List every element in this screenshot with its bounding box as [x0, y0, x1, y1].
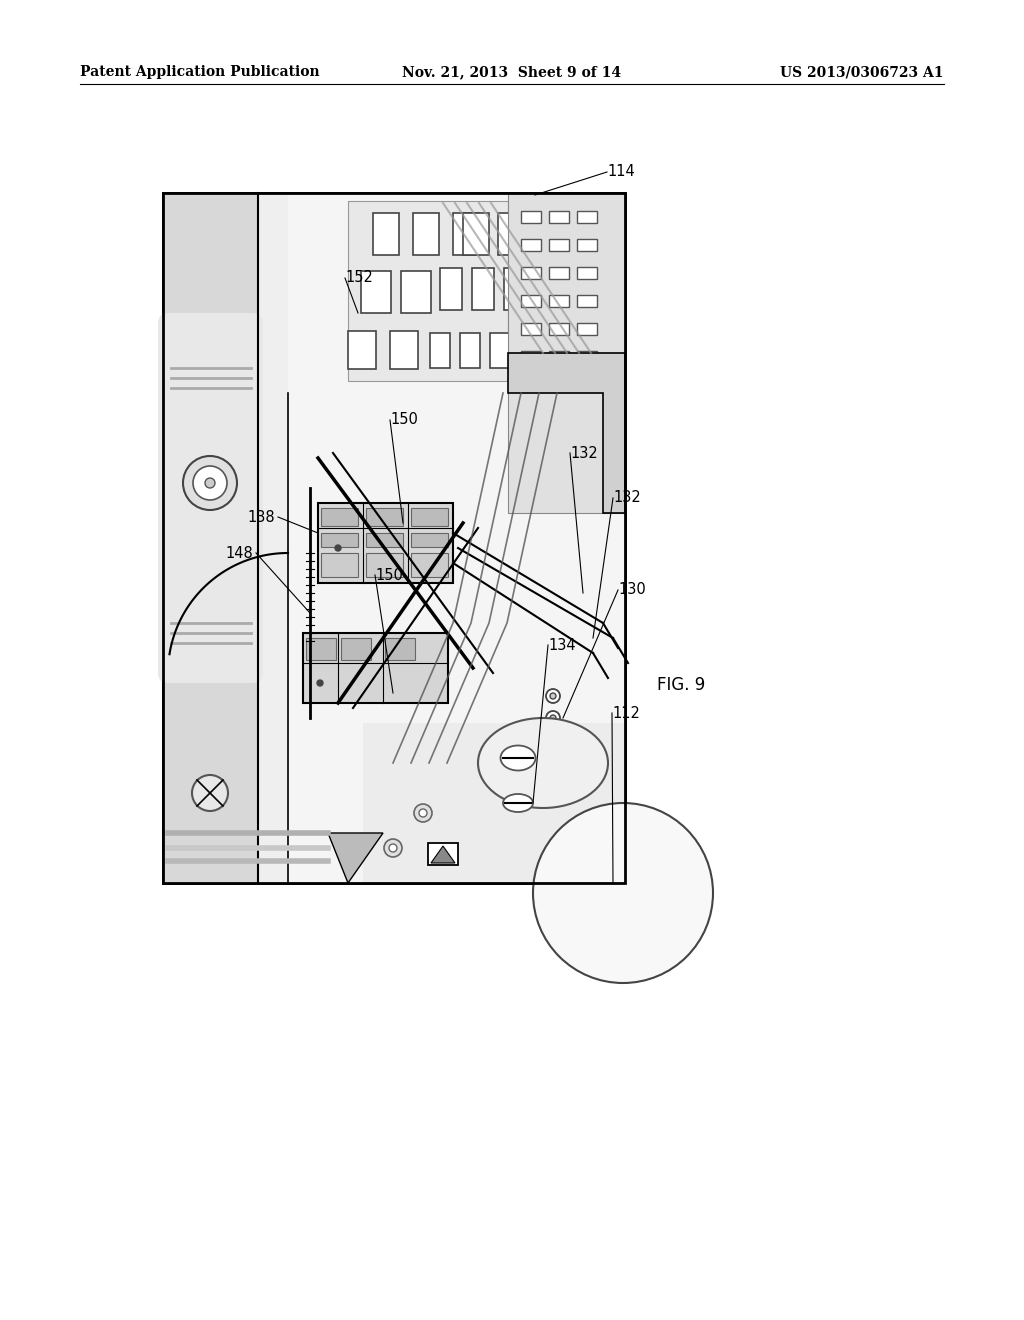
Text: 134: 134 [548, 638, 575, 652]
Bar [508, 193, 625, 513]
Text: FIG. 9: FIG. 9 [657, 676, 706, 694]
Polygon shape [431, 846, 455, 863]
Bar [549, 294, 569, 308]
Circle shape [534, 803, 713, 983]
Bar [440, 268, 462, 310]
Text: Patent Application Publication: Patent Application Publication [80, 65, 319, 79]
Bar [411, 533, 449, 546]
Bar [521, 351, 541, 363]
Bar [472, 268, 494, 310]
Circle shape [317, 680, 323, 686]
Bar [361, 271, 391, 313]
Bar [577, 211, 597, 223]
Bar [460, 333, 480, 368]
Circle shape [546, 734, 560, 748]
Bar [163, 193, 625, 883]
Bar [498, 213, 518, 255]
Bar [577, 267, 597, 279]
Circle shape [546, 689, 560, 704]
Bar [385, 638, 415, 660]
Text: 112: 112 [612, 705, 640, 721]
Bar [366, 508, 403, 525]
Bar [428, 843, 458, 865]
Bar [430, 333, 450, 368]
Bar [321, 533, 358, 546]
Bar [549, 239, 569, 251]
Bar [321, 508, 358, 525]
Bar [521, 239, 541, 251]
Circle shape [335, 545, 341, 550]
Bar [348, 201, 508, 381]
Circle shape [550, 738, 556, 744]
Bar [577, 294, 597, 308]
Bar [390, 331, 418, 370]
Ellipse shape [501, 746, 536, 771]
Circle shape [389, 843, 397, 851]
Bar [341, 638, 371, 660]
Polygon shape [318, 503, 453, 583]
Text: 132: 132 [613, 491, 641, 506]
Circle shape [419, 809, 427, 817]
Bar [321, 553, 358, 577]
Bar [521, 294, 541, 308]
Circle shape [193, 775, 228, 810]
Bar [549, 351, 569, 363]
Ellipse shape [478, 718, 608, 808]
Text: 150: 150 [390, 412, 418, 428]
Polygon shape [303, 634, 449, 704]
Bar [373, 213, 399, 255]
Bar [401, 271, 431, 313]
Bar [463, 213, 489, 255]
Bar [258, 193, 288, 883]
Circle shape [205, 478, 215, 488]
Bar [453, 213, 479, 255]
Text: US 2013/0306723 A1: US 2013/0306723 A1 [780, 65, 944, 79]
Circle shape [193, 466, 227, 500]
Bar [504, 268, 526, 310]
FancyBboxPatch shape [158, 313, 263, 682]
Bar [411, 508, 449, 525]
Bar [521, 211, 541, 223]
Bar [163, 193, 258, 883]
Bar [306, 638, 336, 660]
Circle shape [414, 804, 432, 822]
Bar [490, 333, 510, 368]
Circle shape [550, 693, 556, 700]
Text: 152: 152 [345, 271, 373, 285]
Text: 132: 132 [570, 446, 598, 461]
Circle shape [183, 455, 237, 510]
Circle shape [546, 711, 560, 725]
Bar [577, 239, 597, 251]
Polygon shape [328, 833, 383, 883]
Bar [413, 213, 439, 255]
Text: 114: 114 [607, 165, 635, 180]
Polygon shape [508, 352, 625, 513]
Bar [549, 211, 569, 223]
Bar [549, 267, 569, 279]
Bar [411, 553, 449, 577]
Circle shape [384, 840, 402, 857]
Bar [521, 323, 541, 335]
Text: 150: 150 [375, 568, 402, 582]
Circle shape [550, 715, 556, 721]
Ellipse shape [503, 795, 534, 812]
Text: 148: 148 [225, 545, 253, 561]
Bar [521, 267, 541, 279]
Bar [549, 323, 569, 335]
Bar [366, 533, 403, 546]
Text: Nov. 21, 2013  Sheet 9 of 14: Nov. 21, 2013 Sheet 9 of 14 [402, 65, 622, 79]
Bar [163, 193, 625, 883]
Bar [348, 331, 376, 370]
Text: 138: 138 [248, 510, 275, 524]
Bar [288, 193, 625, 883]
Bar [362, 723, 625, 883]
Bar [577, 351, 597, 363]
Text: 130: 130 [618, 582, 646, 598]
Bar [366, 553, 403, 577]
Bar [577, 323, 597, 335]
